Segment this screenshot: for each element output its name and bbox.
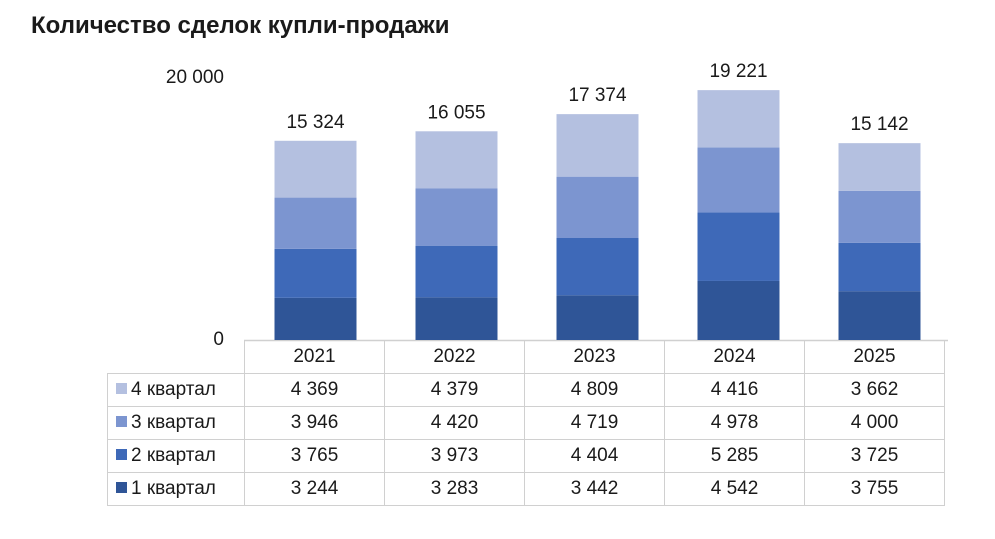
table-header-2022: 2022 — [384, 340, 525, 374]
table-cell: 3 283 — [384, 472, 525, 506]
stacked-bar-plot: 15 324 16 055 17 374 19 221 15 142 — [244, 61, 948, 342]
table-row: 4 квартал 4 369 4 379 4 809 4 416 3 662 — [107, 373, 945, 407]
bar-segment-2025-q4 — [838, 143, 921, 191]
legend-swatch — [116, 416, 127, 428]
bar-segment-2024-q1 — [697, 280, 780, 340]
bar-segment-2025-q2 — [838, 242, 921, 292]
table-cell: 3 755 — [804, 472, 945, 506]
bar-segment-2021-q3 — [274, 197, 357, 249]
table-header-2023: 2023 — [524, 340, 665, 374]
legend-swatch — [116, 383, 127, 395]
table-cell: 4 379 — [384, 373, 525, 407]
legend-swatch — [116, 449, 127, 461]
table-cell: 4 404 — [524, 439, 665, 473]
chart-title: Количество сделок купли-продажи — [31, 12, 450, 39]
table-cell: 4 978 — [664, 406, 805, 440]
table-header-2021: 2021 — [244, 340, 385, 374]
table-header-2025: 2025 — [804, 340, 945, 374]
bar-segment-2025-q1 — [838, 291, 921, 340]
legend-entry: 2 квартал — [107, 439, 245, 473]
table-cell: 3 725 — [804, 439, 945, 473]
table-cell: 4 416 — [664, 373, 805, 407]
bar-segment-2024-q2 — [697, 212, 780, 281]
table-row: 3 квартал 3 946 4 420 4 719 4 978 4 000 — [107, 406, 945, 440]
table-row: 1 квартал 3 244 3 283 3 442 4 542 3 755 — [107, 472, 945, 506]
table-cell: 4 000 — [804, 406, 945, 440]
table-cell: 3 442 — [524, 472, 665, 506]
legend-entry: 4 квартал — [107, 373, 245, 407]
legend-swatch — [116, 482, 127, 494]
table-cell: 3 765 — [244, 439, 385, 473]
total-label-2021: 15 324 — [286, 112, 345, 133]
table-corner — [107, 340, 245, 374]
legend-label: 1 квартал — [131, 478, 216, 499]
legend-entry: 3 квартал — [107, 406, 245, 440]
bar-segment-2024-q4 — [697, 90, 780, 148]
y-tick-label-max: 20 000 — [165, 67, 224, 88]
bar-segment-2023-q1 — [556, 295, 639, 340]
table-cell: 4 809 — [524, 373, 665, 407]
total-label-2025: 15 142 — [850, 114, 908, 135]
bar-segment-2022-q4 — [415, 131, 498, 189]
bar-segment-2023-q3 — [556, 176, 639, 239]
legend-label: 4 квартал — [131, 379, 216, 400]
table-row: 2 квартал 3 765 3 973 4 404 5 285 3 725 — [107, 439, 945, 473]
total-label-2023: 17 374 — [568, 85, 627, 106]
legend-label: 3 квартал — [131, 412, 216, 433]
bar-segment-2022-q1 — [415, 297, 498, 340]
bar-segment-2024-q3 — [697, 147, 780, 213]
total-label-2024: 19 221 — [709, 61, 767, 82]
bar-segment-2021-q4 — [274, 140, 357, 198]
legend-label: 2 квартал — [131, 445, 216, 466]
y-tick-label-zero: 0 — [213, 329, 224, 350]
bar-segment-2022-q3 — [415, 188, 498, 246]
table-cell: 3 244 — [244, 472, 385, 506]
total-label-2022: 16 055 — [427, 102, 485, 123]
table-header-2024: 2024 — [664, 340, 805, 374]
table-cell: 4 369 — [244, 373, 385, 407]
table-cell: 5 285 — [664, 439, 805, 473]
table-cell: 3 946 — [244, 406, 385, 440]
bar-segment-2023-q4 — [556, 114, 639, 177]
bar-segment-2025-q3 — [838, 190, 921, 243]
table-cell: 3 662 — [804, 373, 945, 407]
table-cell: 4 420 — [384, 406, 525, 440]
bar-segment-2021-q1 — [274, 297, 357, 340]
table-cell: 4 542 — [664, 472, 805, 506]
bar-segment-2021-q2 — [274, 248, 357, 298]
data-table: 2021 2022 2023 2024 2025 4 квартал 4 369 4 379 4… — [107, 340, 945, 506]
table-cell: 4 719 — [524, 406, 665, 440]
bar-segment-2023-q2 — [556, 238, 639, 296]
bar-segment-2022-q2 — [415, 245, 498, 298]
legend-entry: 1 квартал — [107, 472, 245, 506]
table-cell: 3 973 — [384, 439, 525, 473]
